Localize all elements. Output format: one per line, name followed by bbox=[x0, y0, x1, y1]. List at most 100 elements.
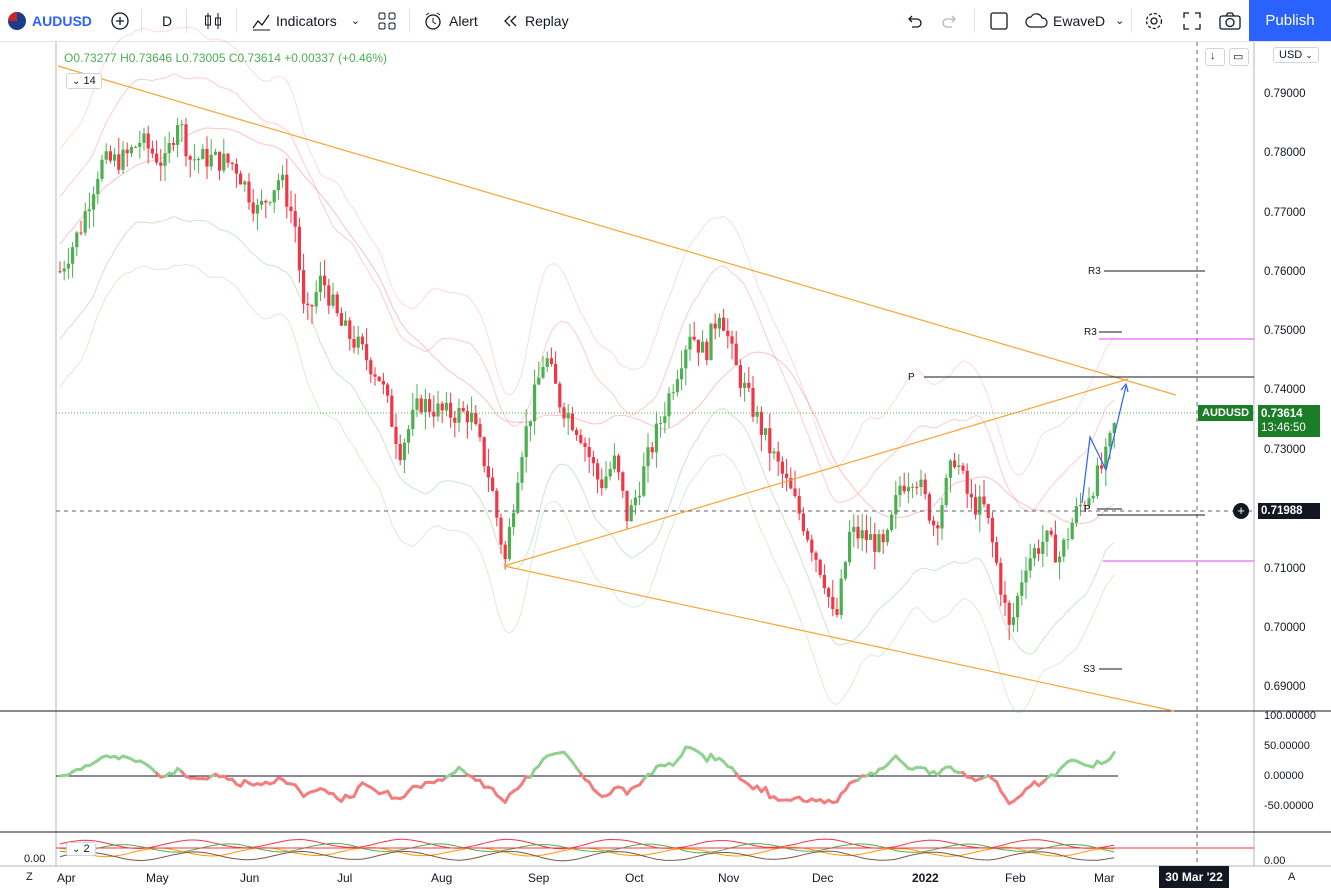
osc-segment bbox=[764, 785, 772, 800]
snapshot-button[interactable] bbox=[1218, 0, 1242, 41]
layout-menu-button[interactable]: EwaveD ⌄ bbox=[1024, 0, 1124, 41]
candle-body bbox=[743, 382, 747, 388]
candle-body bbox=[638, 495, 642, 498]
candle-body bbox=[764, 428, 768, 435]
legend-high: H0.73646 bbox=[120, 51, 173, 65]
candle-body bbox=[302, 270, 306, 304]
templates-button[interactable] bbox=[376, 0, 398, 41]
fullscreen-button[interactable] bbox=[1181, 0, 1203, 41]
replay-label: Replay bbox=[525, 12, 569, 29]
chevron-down-icon: ⌄ bbox=[72, 76, 81, 87]
candle-body bbox=[852, 526, 856, 532]
candle-body bbox=[398, 444, 402, 461]
undo-button[interactable] bbox=[903, 0, 923, 41]
candle-body bbox=[1058, 556, 1062, 563]
currency-button[interactable]: USD ⌄ bbox=[1273, 47, 1319, 63]
time-tick: Jun bbox=[240, 871, 260, 885]
replay-button[interactable]: Replay bbox=[501, 0, 569, 41]
candle-body bbox=[906, 487, 910, 492]
candle-body bbox=[969, 493, 973, 498]
chart-type-button[interactable] bbox=[202, 0, 224, 41]
candle-body bbox=[915, 486, 919, 488]
candle-body bbox=[503, 544, 507, 560]
indicators-button[interactable]: Indicators ⌄ bbox=[250, 0, 360, 41]
candle-body bbox=[66, 263, 70, 269]
auto-scale-toggle[interactable]: A bbox=[1288, 871, 1296, 883]
price-tick: 0.69000 bbox=[1264, 681, 1306, 693]
lower-band bbox=[59, 215, 1115, 655]
candle-body bbox=[621, 472, 625, 491]
candle-body bbox=[541, 366, 545, 378]
candle-body bbox=[772, 451, 776, 454]
osc-segment bbox=[680, 745, 688, 757]
candle-body bbox=[524, 426, 528, 458]
candle-body bbox=[1045, 530, 1049, 542]
candle-body bbox=[171, 143, 175, 145]
osc-segment bbox=[835, 792, 843, 804]
candle-body bbox=[1032, 548, 1036, 559]
compare-add-button[interactable] bbox=[109, 0, 131, 41]
publish-button[interactable]: Publish bbox=[1249, 0, 1331, 41]
candle-body bbox=[96, 178, 100, 195]
candle-body bbox=[348, 320, 352, 339]
indicators-collapse-toggle[interactable]: ⌄ 14 bbox=[66, 73, 102, 89]
candle-body bbox=[356, 336, 360, 348]
candle-body bbox=[554, 363, 558, 384]
legend-low: L0.73005 bbox=[175, 51, 226, 65]
osc-segment bbox=[352, 785, 360, 798]
layout-toggle-button[interactable] bbox=[988, 0, 1010, 41]
alarm-clock-icon bbox=[425, 12, 441, 30]
candle-body bbox=[705, 341, 709, 361]
osc-segment bbox=[995, 780, 1003, 793]
candle-body bbox=[465, 411, 469, 423]
timezone-toggle[interactable]: Z bbox=[26, 871, 33, 883]
candle-body bbox=[680, 368, 684, 380]
candle-body bbox=[1041, 541, 1045, 554]
redo-button[interactable] bbox=[941, 0, 961, 41]
settings-button[interactable] bbox=[1143, 0, 1165, 41]
scroll-to-realtime-button[interactable]: ↓ bbox=[1205, 48, 1225, 66]
time-tick: Nov bbox=[718, 871, 740, 885]
candle-body bbox=[898, 485, 902, 496]
outer-lower-band bbox=[59, 263, 1115, 714]
candle-body bbox=[738, 365, 742, 388]
candle-body bbox=[58, 271, 62, 273]
undo-icon bbox=[908, 15, 922, 28]
candle-body bbox=[759, 411, 763, 435]
candle-body bbox=[230, 162, 234, 164]
candle-body bbox=[255, 204, 259, 214]
chevron-down-icon: ⌄ bbox=[72, 844, 81, 855]
candle-body bbox=[184, 124, 188, 157]
osc-tick: -50.00000 bbox=[1264, 800, 1314, 812]
price-tick: 0.74000 bbox=[1264, 384, 1306, 396]
legend-close: C0.73614 bbox=[228, 51, 281, 65]
crosshair-add-button[interactable]: + bbox=[1233, 503, 1249, 519]
candle-body bbox=[293, 211, 297, 227]
osc-segment bbox=[528, 767, 537, 779]
last-price-symbol-tag: AUDUSD bbox=[1198, 405, 1254, 421]
candle-body bbox=[1091, 495, 1095, 499]
symbol-search[interactable]: AUDUSD bbox=[8, 0, 92, 41]
candle-body bbox=[1024, 570, 1028, 583]
publish-label: Publish bbox=[1265, 12, 1315, 29]
alert-button[interactable]: Alert bbox=[422, 0, 478, 41]
candle-body bbox=[411, 409, 415, 430]
candle-body bbox=[79, 232, 83, 234]
interval-button[interactable]: D bbox=[162, 0, 172, 41]
pivot-label-r3: R3 bbox=[1084, 327, 1097, 338]
osc2-collapse-toggle[interactable]: ⌄ 2 bbox=[66, 842, 96, 856]
candle-body bbox=[318, 275, 322, 293]
last-price-value: 0.73614 bbox=[1261, 408, 1303, 420]
candle-body bbox=[978, 496, 982, 515]
candle-body bbox=[793, 488, 797, 497]
auto-scale-button[interactable]: ▭ bbox=[1229, 48, 1249, 66]
candle-body bbox=[965, 470, 969, 494]
time-tick: Jul bbox=[337, 871, 353, 885]
candle-body bbox=[415, 398, 419, 410]
candle-body bbox=[591, 457, 595, 464]
pivot-label-p: P bbox=[908, 372, 915, 383]
candle-body bbox=[730, 336, 734, 344]
candle-body bbox=[1074, 506, 1078, 523]
candle-body bbox=[688, 336, 692, 350]
